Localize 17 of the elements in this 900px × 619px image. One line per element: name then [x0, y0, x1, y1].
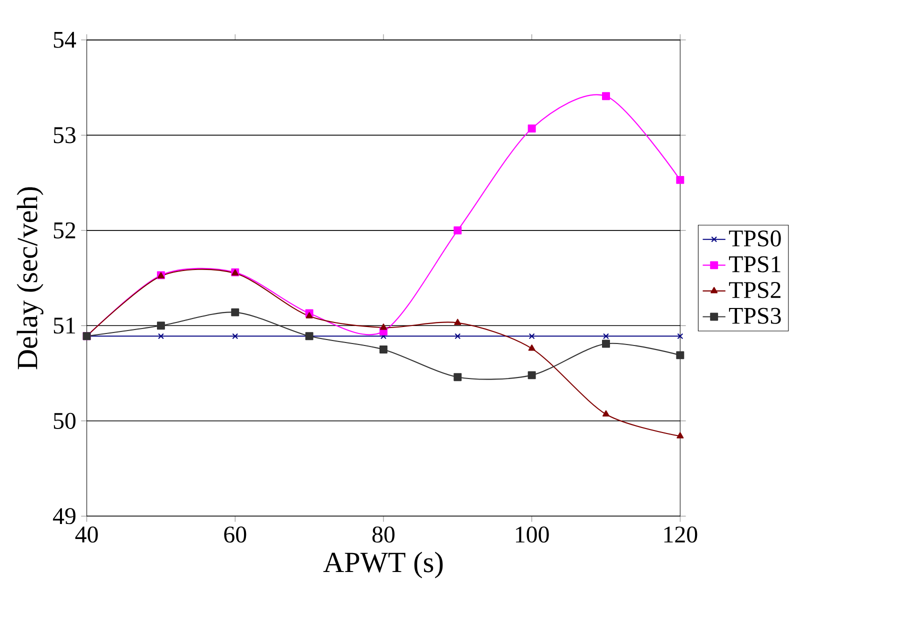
- legend-label: TPS3: [729, 308, 781, 324]
- y-tick-label: 50: [54, 412, 76, 429]
- legend-label: TPS1: [729, 256, 780, 272]
- legend-label: TPS2: [729, 282, 780, 298]
- y-tick-label: 54: [54, 32, 76, 48]
- x-tick-label: 40: [75, 526, 98, 543]
- y-tick-label: 49: [52, 508, 76, 524]
- x-axis-title: APWT (s): [323, 552, 443, 578]
- y-tick-label: 53: [54, 127, 76, 144]
- x-tick-label: 100: [516, 526, 549, 543]
- y-tick-label: 51: [54, 318, 75, 334]
- x-tick-label: 80: [372, 526, 395, 543]
- y-axis-title: Delay (sec/veh): [16, 187, 44, 370]
- x-tick-label: 60: [224, 526, 246, 543]
- x-tick-label: 120: [664, 526, 698, 543]
- y-tick-label: 52: [54, 222, 76, 238]
- legend-label: TPS0: [729, 230, 781, 247]
